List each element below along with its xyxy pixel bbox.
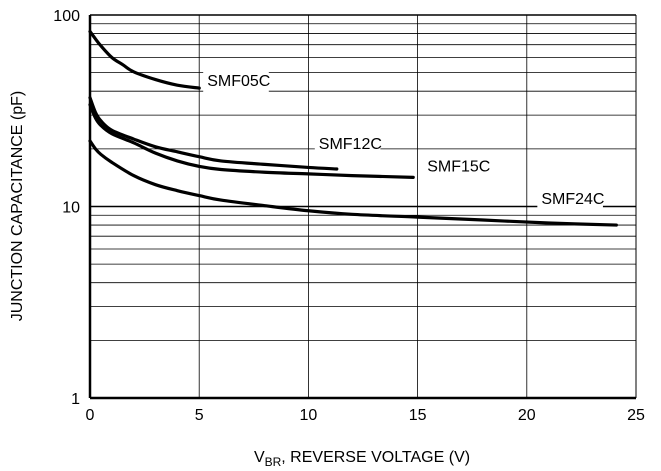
y-axis-title: JUNCTION CAPACITANCE (pF)	[9, 91, 26, 322]
x-tick-label: 5	[195, 407, 204, 424]
series-label-smf15c: SMF15C	[427, 158, 490, 175]
series-line-smf24c	[88, 139, 618, 227]
series-label-smf05c: SMF05C	[207, 73, 270, 90]
tick-labels: 0 5 10 15 20 25 1 10 100	[53, 8, 645, 424]
y-tick-label: 100	[53, 8, 80, 25]
series-line-smf12c	[88, 96, 339, 171]
x-tick-label: 0	[86, 407, 95, 424]
x-tick-label: 20	[518, 407, 536, 424]
series-label-background	[537, 189, 603, 211]
series-line-smf15c	[88, 103, 415, 179]
x-axis-title-subscript: BR	[265, 455, 282, 469]
x-tick-label: 10	[300, 407, 318, 424]
plot-frame	[88, 14, 637, 400]
x-axis-title: VBR, REVERSE VOLTAGE (V)	[254, 449, 470, 469]
series-label-smf24c: SMF24C	[541, 191, 604, 208]
y-tick-label: 10	[62, 200, 80, 217]
series-line-smf05c	[88, 29, 201, 90]
series-label-background	[423, 156, 489, 178]
series-label-background	[203, 71, 269, 93]
x-axis-title-rest: , REVERSE VOLTAGE (V)	[281, 449, 470, 466]
series-layer	[88, 29, 618, 227]
series-labels: SMF05C SMF12C SMF15C SMF24C	[203, 71, 604, 211]
x-tick-label: 25	[627, 407, 645, 424]
x-tick-label: 15	[409, 407, 427, 424]
x-axis-title-main: V	[254, 449, 265, 466]
series-label-background	[314, 133, 381, 155]
series-label-smf12c: SMF12C	[319, 136, 382, 153]
y-tick-label: 1	[71, 391, 80, 408]
